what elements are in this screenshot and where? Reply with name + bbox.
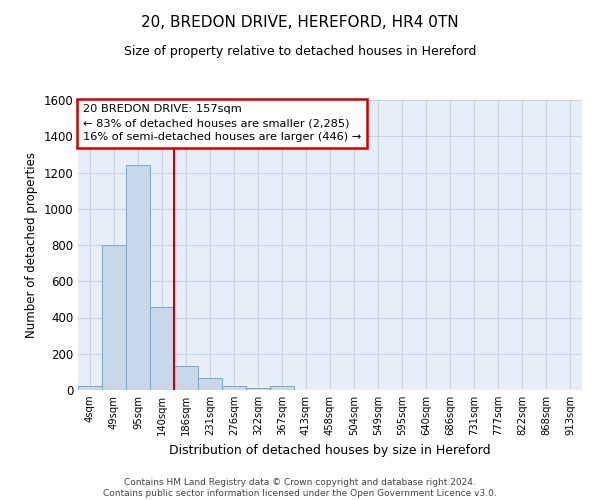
Y-axis label: Number of detached properties: Number of detached properties [25, 152, 38, 338]
X-axis label: Distribution of detached houses by size in Hereford: Distribution of detached houses by size … [169, 444, 491, 456]
Bar [198, 378, 222, 390]
Bar [102, 245, 126, 390]
Bar [78, 386, 102, 390]
Bar [174, 366, 198, 390]
Text: Size of property relative to detached houses in Hereford: Size of property relative to detached ho… [124, 45, 476, 58]
Bar [126, 165, 150, 390]
Text: 20, BREDON DRIVE, HEREFORD, HR4 0TN: 20, BREDON DRIVE, HEREFORD, HR4 0TN [141, 15, 459, 30]
Text: 20 BREDON DRIVE: 157sqm
← 83% of detached houses are smaller (2,285)
16% of semi: 20 BREDON DRIVE: 157sqm ← 83% of detache… [83, 104, 361, 142]
Text: Contains HM Land Registry data © Crown copyright and database right 2024.
Contai: Contains HM Land Registry data © Crown c… [103, 478, 497, 498]
Bar [222, 386, 246, 390]
Bar [270, 386, 294, 390]
Bar [246, 388, 270, 390]
Bar [150, 306, 174, 390]
